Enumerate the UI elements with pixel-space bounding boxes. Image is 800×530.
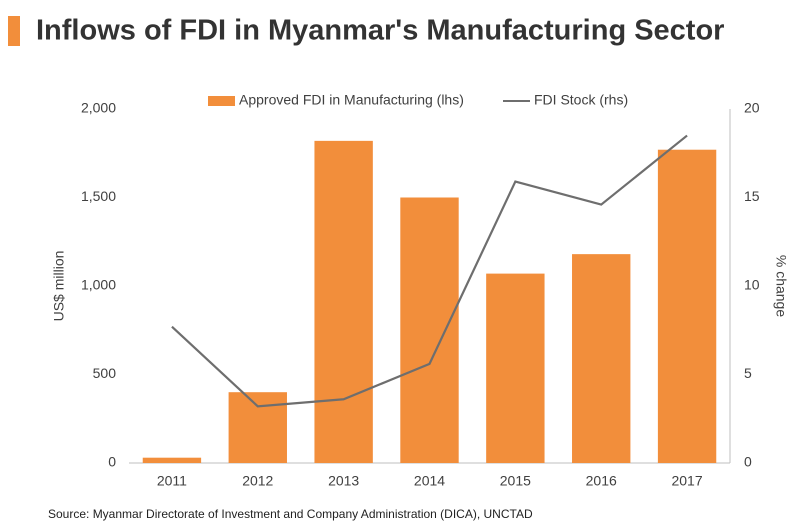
y2-tick-label: 0: [744, 454, 752, 470]
source-note: Source: Myanmar Directorate of Investmen…: [48, 507, 533, 521]
bar: [314, 140, 373, 464]
y-tick-label: 2,000: [81, 100, 116, 116]
line-series: [171, 134, 688, 408]
x-tick-label: 2014: [414, 473, 445, 489]
x-tick-label: 2013: [328, 473, 359, 489]
y2-tick-label: 10: [744, 277, 760, 293]
x-tick-label: 2017: [671, 473, 702, 489]
y2-axis-label: % change: [773, 255, 789, 317]
y-axis-label: US$ million: [51, 251, 67, 322]
chart-title: Inflows of FDI in Myanmar's Manufacturin…: [36, 15, 724, 47]
y-tick-label: 0: [108, 454, 116, 470]
x-tick-label: 2011: [157, 473, 187, 489]
y-tick-label: 1,500: [81, 188, 116, 204]
legend-label: Approved FDI in Manufacturing (lhs): [239, 92, 464, 108]
y2-tick-label: 20: [744, 100, 760, 116]
bar: [657, 149, 717, 463]
title-marker: [8, 16, 20, 46]
x-tick-label: 2016: [586, 473, 617, 489]
y-tick-label: 500: [93, 365, 117, 381]
bar: [486, 273, 545, 463]
bar: [142, 457, 202, 463]
bar: [572, 254, 631, 463]
y-tick-label: 1,000: [81, 277, 116, 293]
y2-tick-label: 15: [744, 188, 760, 204]
x-tick-label: 2015: [500, 473, 531, 489]
y2-tick-label: 5: [744, 365, 752, 381]
bar: [228, 392, 287, 463]
bar: [400, 197, 459, 463]
legend-label: FDI Stock (rhs): [534, 92, 628, 108]
legend-swatch: [208, 96, 235, 106]
x-tick-label: 2012: [242, 473, 273, 489]
